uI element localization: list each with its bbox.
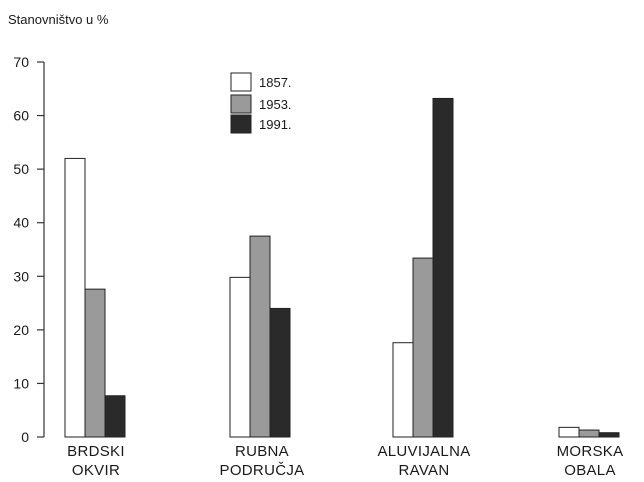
bar-1857-1 bbox=[64, 157, 86, 438]
category-label: ALUVIJALNA bbox=[377, 443, 470, 460]
category-label: MORSKA bbox=[557, 443, 624, 460]
legend-swatch bbox=[230, 94, 252, 114]
legend-label: 1857. bbox=[259, 75, 292, 90]
category-label: BRDSKI bbox=[67, 443, 125, 460]
legend-label: 1953. bbox=[259, 97, 292, 112]
y-axis-ticks: 0 10 20 30 40 50 60 70 bbox=[13, 54, 44, 445]
bar-1991-2 bbox=[269, 307, 291, 438]
y-tick-label: 10 bbox=[13, 375, 29, 391]
bar-1991-4 bbox=[598, 432, 620, 438]
bar-1857-4 bbox=[558, 426, 580, 438]
y-tick-label: 20 bbox=[13, 322, 29, 338]
y-tick-label: 0 bbox=[21, 429, 29, 445]
y-tick-label: 30 bbox=[13, 268, 29, 284]
bar-1991-3 bbox=[432, 97, 454, 438]
bar-1953-4 bbox=[578, 429, 600, 438]
category-label: PODRUČJA bbox=[220, 462, 305, 479]
category-label: OBALA bbox=[564, 462, 616, 479]
legend-label: 1991. bbox=[259, 117, 292, 132]
y-tick-label: 40 bbox=[13, 215, 29, 231]
category-label: OKVIR bbox=[72, 462, 120, 479]
bar-1857-2 bbox=[229, 276, 251, 438]
category-label: RAVAN bbox=[399, 462, 450, 479]
bar-1991-1 bbox=[104, 395, 126, 438]
bar-1953-2 bbox=[249, 235, 271, 438]
legend: 1857. 1953. 1991. bbox=[230, 72, 292, 134]
bar-1953-3 bbox=[412, 257, 434, 438]
y-tick-label: 50 bbox=[13, 161, 29, 177]
legend-swatch bbox=[230, 114, 252, 134]
legend-swatch bbox=[230, 72, 252, 92]
bar-1953-1 bbox=[84, 288, 106, 438]
bar-1857-3 bbox=[392, 342, 414, 438]
category-label: RUBNA bbox=[235, 443, 289, 460]
y-tick-label: 70 bbox=[13, 54, 29, 70]
bars bbox=[64, 97, 620, 438]
category-labels: BRDSKI OKVIR RUBNA PODRUČJA ALUVIJALNA RAVAN M… bbox=[67, 443, 623, 479]
y-axis-title: Stanovništvo u % bbox=[8, 12, 109, 27]
y-tick-label: 60 bbox=[13, 108, 29, 124]
